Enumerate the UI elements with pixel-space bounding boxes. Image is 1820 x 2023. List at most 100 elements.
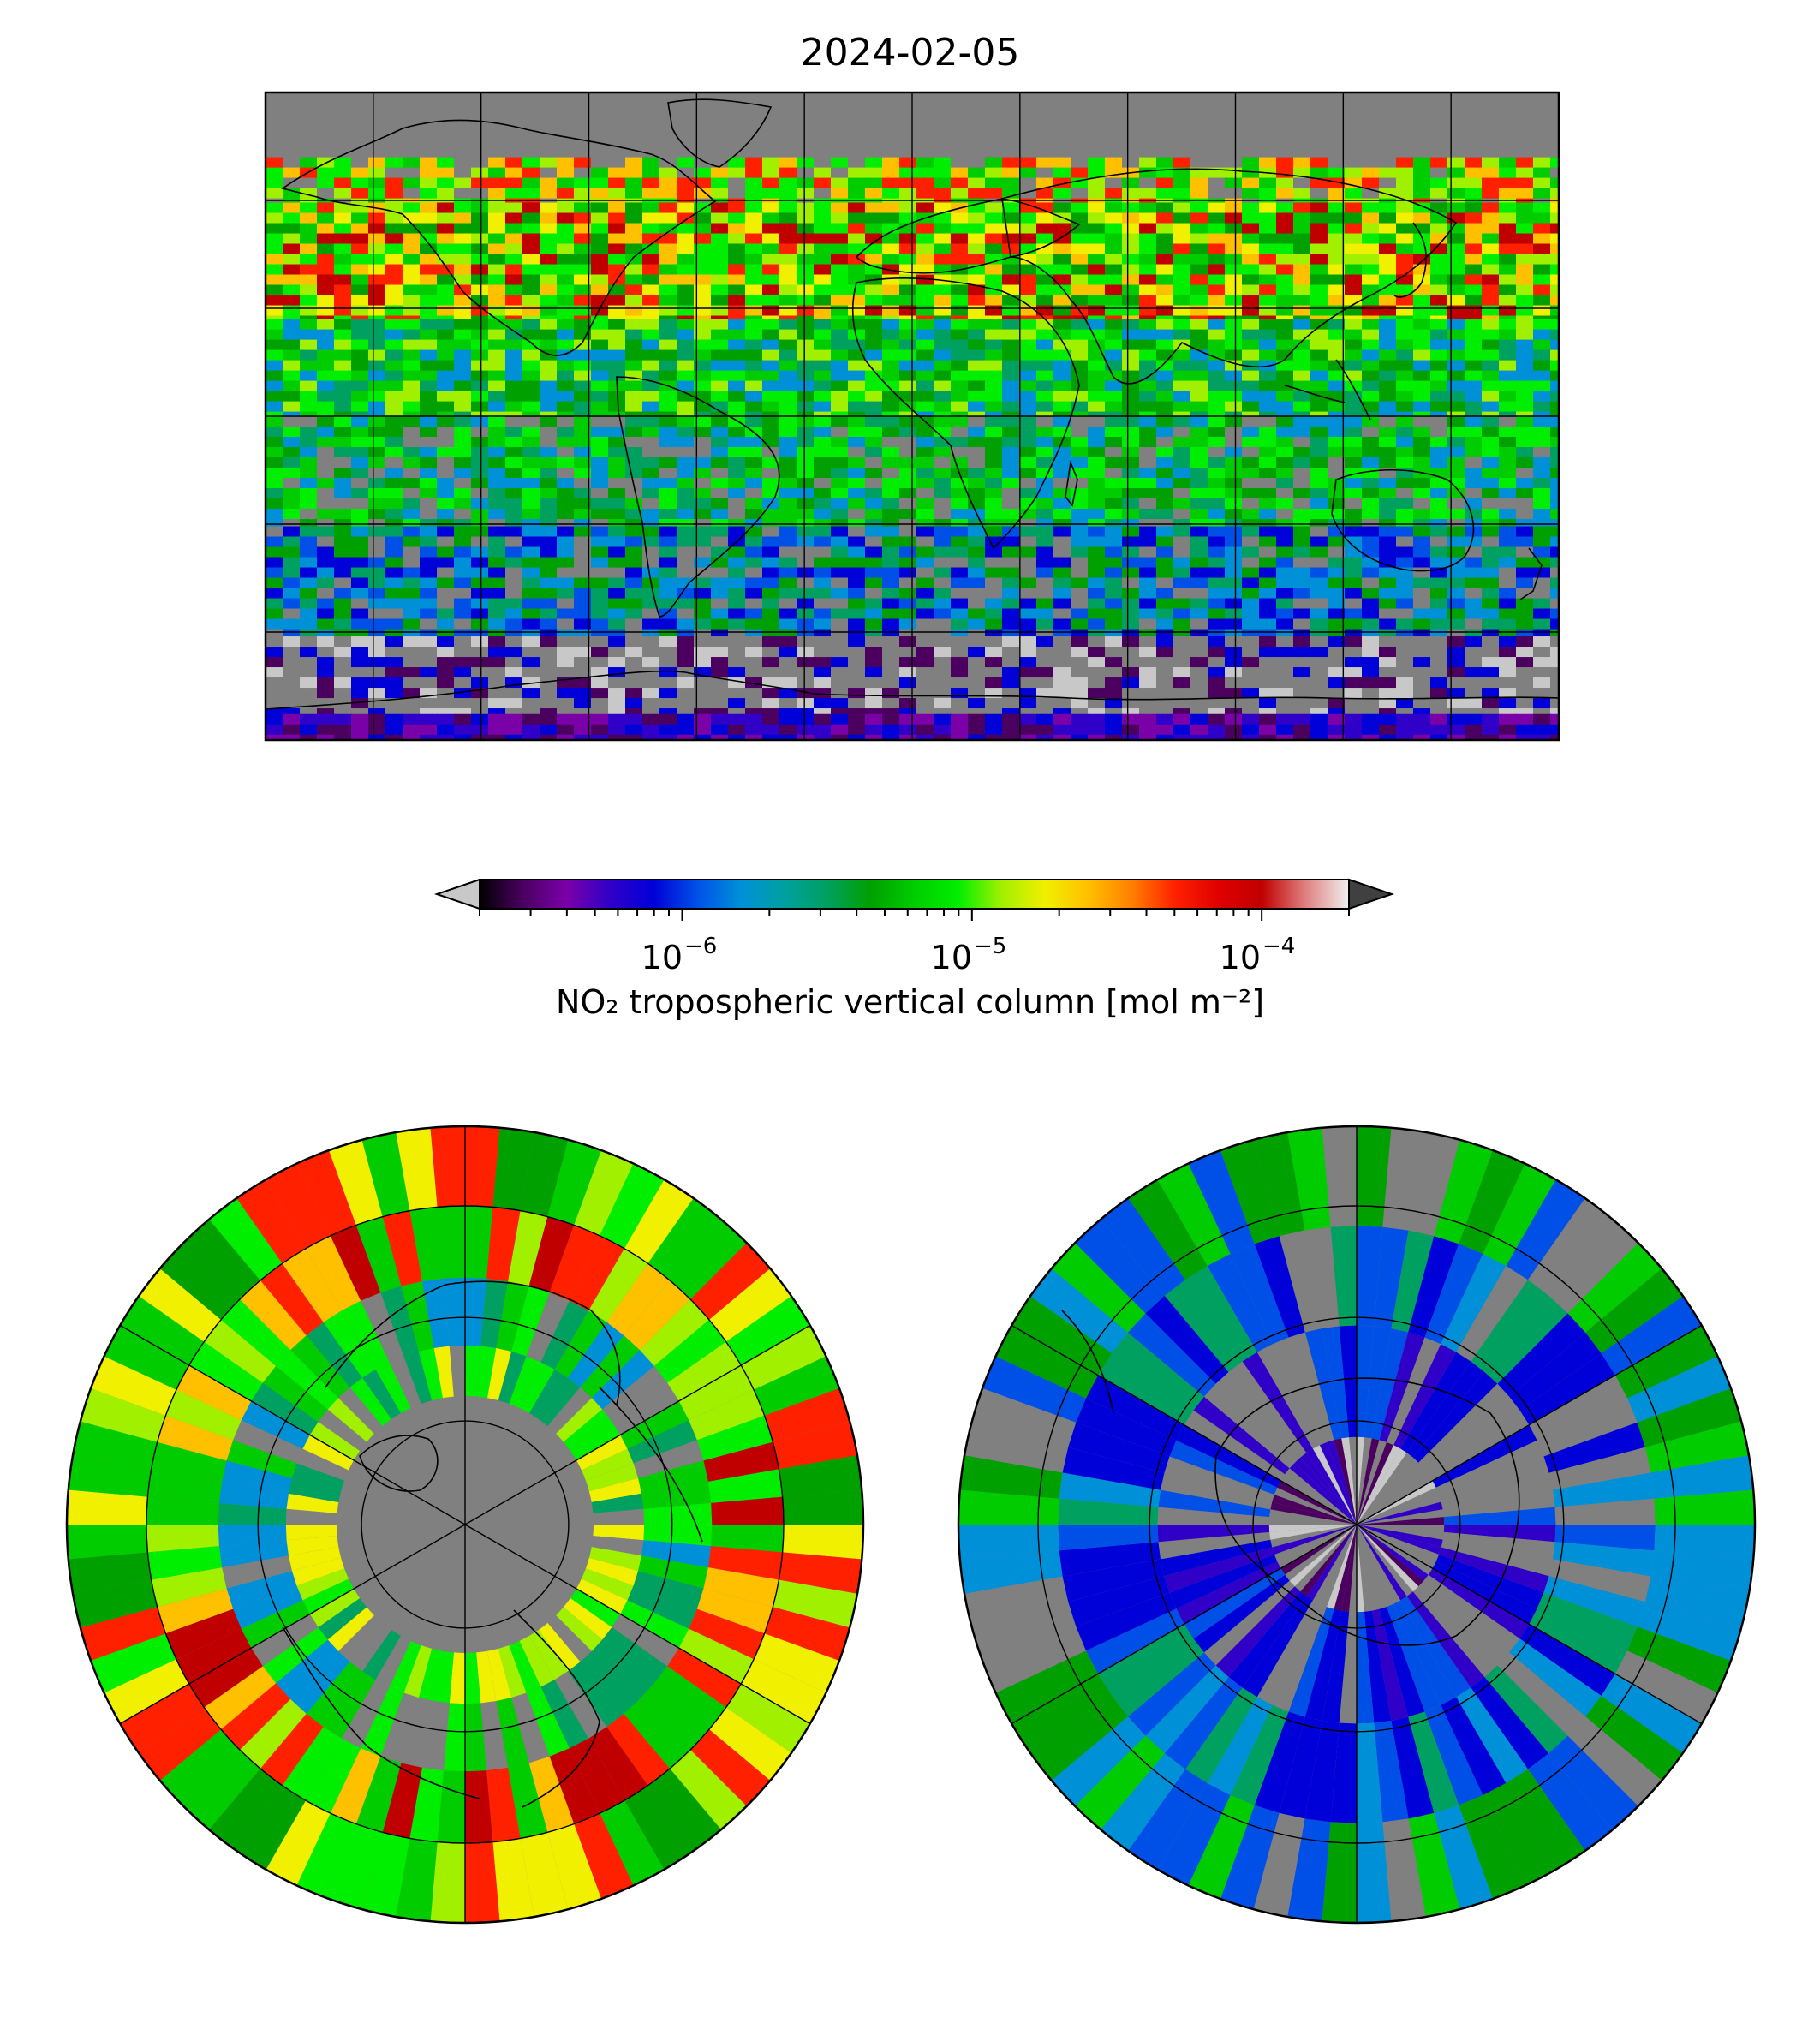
global-field-cell [1413,92,1431,104]
global-field-cell [642,113,660,124]
global-field-cell [540,305,558,317]
global-field-cell [1053,598,1071,610]
global-field-cell [625,478,643,489]
global-field-cell [762,233,780,245]
global-field-cell [745,295,763,307]
global-field-cell [505,468,523,479]
global-field-cell [1499,488,1517,499]
global-field-cell [779,284,797,296]
global-field-cell [317,567,335,579]
global-field-cell [1550,618,1559,630]
global-field-cell [951,284,969,296]
global-field-cell [1156,447,1174,458]
global-field-cell [1550,157,1559,169]
global-field-cell [985,598,1003,610]
global-field-cell [1071,657,1089,669]
global-field-cell [1208,264,1226,276]
global-field-cell [625,144,643,155]
global-field-cell [985,667,1003,679]
global-field-cell [557,360,575,372]
global-field-cell [1242,688,1260,700]
global-field-cell [934,713,952,725]
global-field-cell [1002,167,1020,179]
global-field-cell [1242,167,1260,179]
global-field-cell [1328,536,1346,548]
global-field-cell [300,509,318,520]
global-field-cell [1413,157,1431,169]
global-field-cell [779,380,797,392]
global-field-cell [1208,724,1226,736]
global-field-cell [1362,478,1380,489]
global-field-cell [745,416,763,427]
global-field-cell [1447,188,1465,200]
global-field-cell [865,243,883,255]
global-field-cell [1225,577,1243,589]
global-field-cell [1310,608,1328,620]
global-field-cell [1293,103,1311,114]
global-field-cell [642,177,660,189]
global-field-cell [488,167,506,179]
global-field-cell [1036,274,1054,286]
global-field-cell [779,339,797,351]
global-field-cell [848,457,866,468]
global-field-cell [403,167,421,179]
global-field-cell [934,688,952,700]
global-field-cell [488,401,506,413]
global-field-cell [951,212,969,224]
global-field-cell [985,688,1003,700]
global-field-cell [557,688,575,700]
global-field-cell [1328,401,1346,413]
global-field-cell [916,113,934,124]
global-field-cell [317,488,335,499]
global-field-cell [745,478,763,489]
global-field-cell [1071,536,1089,548]
global-field-cell [540,254,558,266]
global-field-cell [385,526,403,538]
global-field-cell [1036,284,1054,296]
global-field-cell [266,391,283,403]
global-field-cell [916,667,934,679]
global-field-cell [591,447,609,458]
global-field-cell [797,177,815,189]
global-field-cell [557,233,575,245]
global-field-cell [728,339,746,351]
global-field-cell [1105,202,1123,214]
global-field-cell [1516,339,1534,351]
global-field-cell [848,536,866,548]
global-field-cell [1053,223,1071,235]
global-field-cell [865,478,883,489]
global-field-cell [385,103,403,114]
global-field-cell [951,319,969,331]
global-field-cell [505,667,523,679]
global-field-cell [1122,724,1140,736]
global-field-cell [968,577,986,589]
global-field-cell [437,488,455,499]
global-field-cell [505,360,523,372]
global-field-cell [1293,557,1311,569]
global-field-cell [334,134,352,145]
global-field-cell [317,254,335,266]
global-field-cell [591,360,609,372]
global-field-cell [266,134,283,145]
global-field-cell [1259,295,1277,307]
global-field-cell [1190,391,1208,403]
global-field-cell [1225,698,1243,710]
global-field-cell [711,202,729,214]
global-field-cell [1122,223,1140,235]
global-field-cell [916,177,934,189]
global-field-cell [848,577,866,589]
global-field-cell [283,636,301,648]
global-field-cell [865,92,883,104]
global-field-cell [968,134,986,145]
global-field-cell [985,647,1003,659]
global-field-cell [1156,188,1174,200]
global-field-cell [1379,305,1397,317]
global-field-cell [1105,526,1123,538]
global-field-cell [608,698,626,710]
global-field-cell [1242,416,1260,427]
global-field-cell [317,370,335,382]
global-field-cell [899,724,917,736]
global-field-cell [1465,588,1483,600]
global-field-cell [1362,134,1380,145]
global-field-cell [454,295,472,307]
